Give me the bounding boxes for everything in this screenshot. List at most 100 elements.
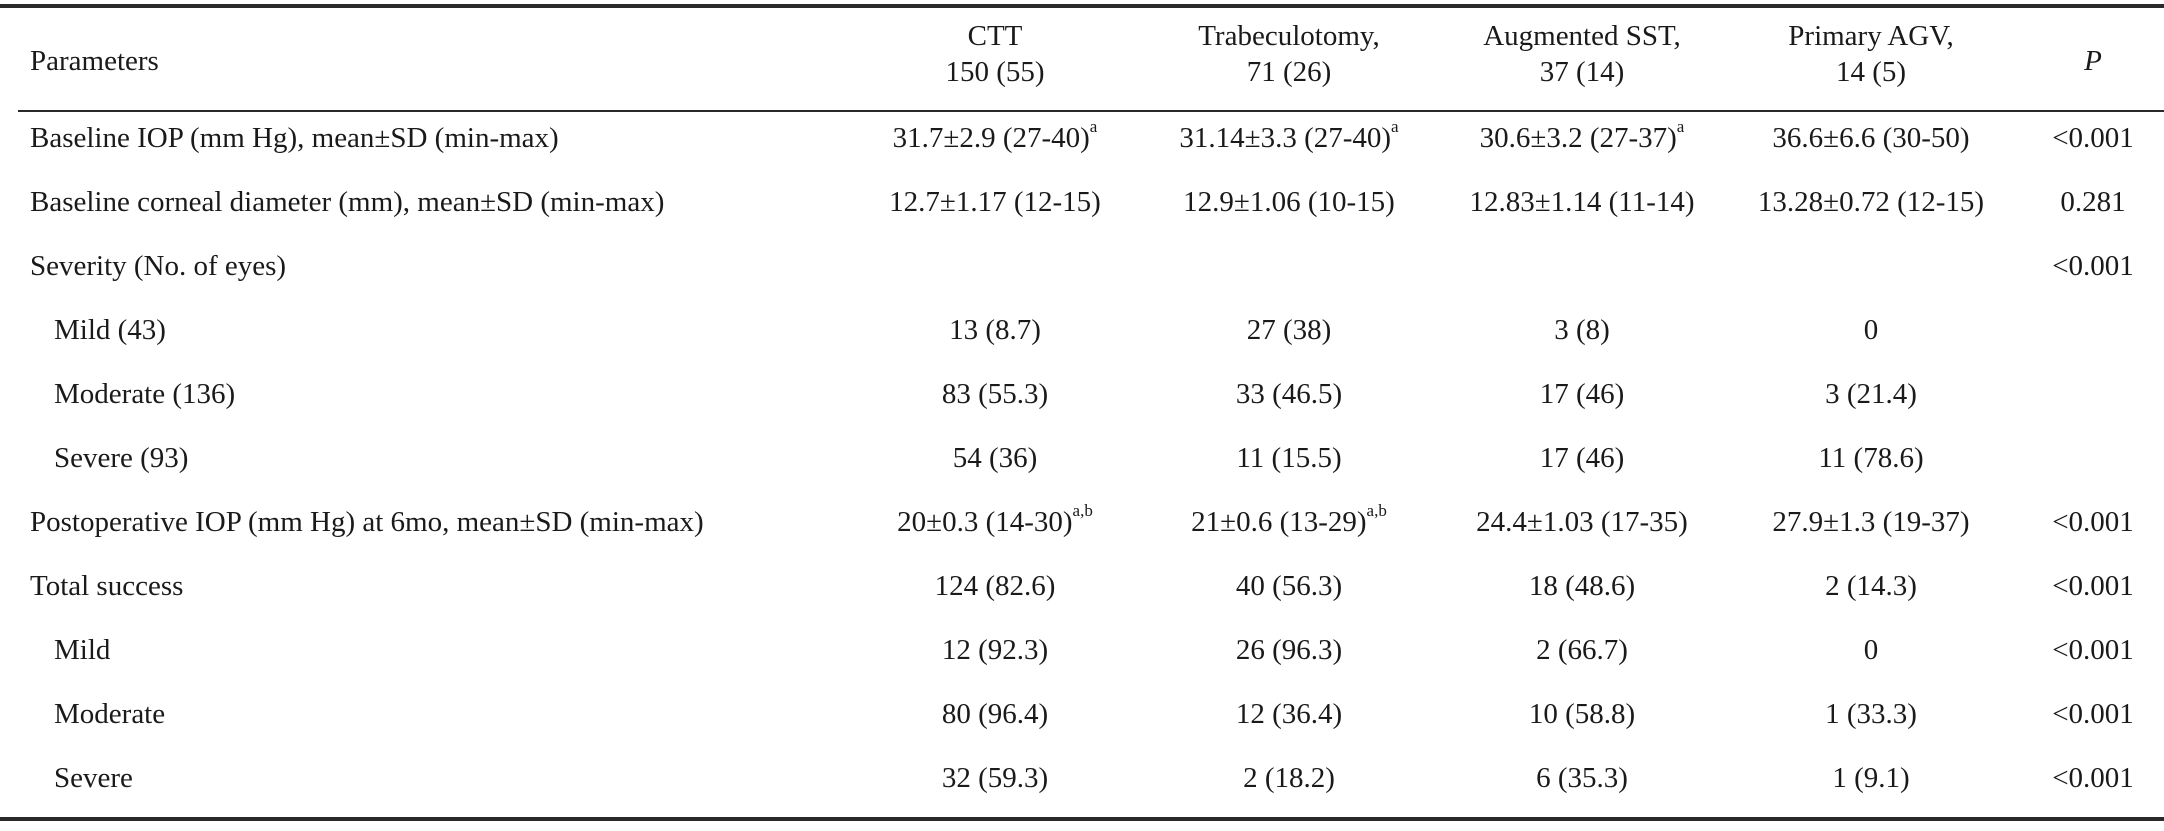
- cell-c3: [1436, 234, 1728, 298]
- footnote-marker: a,b: [1366, 501, 1387, 521]
- p-value: [2022, 362, 2164, 426]
- header-p-value: P: [2084, 45, 2102, 77]
- p-value: 0.281: [2060, 186, 2126, 218]
- footnote-marker: a: [1089, 117, 1098, 137]
- row-label: Moderate (136): [54, 378, 236, 410]
- table-row: Total success 124 (82.6) 40 (56.3) 18 (48.6…: [0, 554, 2164, 618]
- row-label: Mild: [54, 634, 111, 666]
- p-value: <0.001: [2052, 634, 2134, 666]
- p-value: <0.001: [2052, 250, 2134, 282]
- cell-c1: 31.7±2.9 (27-40)a: [857, 106, 1133, 170]
- cell-value: 12.9±1.06 (10-15): [1183, 186, 1395, 218]
- p-value: <0.001: [2052, 762, 2134, 794]
- cell-c3: 24.4±1.03 (17-35): [1436, 490, 1728, 554]
- cell-value: 32 (59.3): [941, 762, 1049, 794]
- cell-value: 31.14±3.3 (27-40): [1179, 122, 1392, 154]
- header-primary-agv: Primary AGV, 14 (5): [1730, 18, 2012, 124]
- cell-value: 13 (8.7): [949, 314, 1041, 346]
- cell-c2: 11 (15.5): [1142, 426, 1436, 490]
- cell-c1: 20±0.3 (14-30)a,b: [857, 490, 1133, 554]
- cell-c4: 27.9±1.3 (19-37): [1730, 490, 2012, 554]
- header-augmented-sst-title: Augmented SST,: [1483, 20, 1681, 52]
- cell-c4: [1730, 234, 2012, 298]
- cell-c3: 6 (35.3): [1436, 746, 1728, 810]
- cell-c3: 10 (58.8): [1436, 682, 1728, 746]
- cell-c1: 32 (59.3): [857, 746, 1133, 810]
- cell-value: 3 (8): [1554, 314, 1610, 346]
- cell-c1: 12.7±1.17 (12-15): [857, 170, 1133, 234]
- header-primary-agv-count: 14 (5): [1835, 56, 1907, 88]
- cell-value: 17 (46): [1539, 442, 1625, 474]
- cell-value: 24.4±1.03 (17-35): [1476, 506, 1688, 538]
- cell-value: 17 (46): [1539, 378, 1625, 410]
- cell-value: 31.7±2.9 (27-40): [892, 122, 1090, 154]
- table-row: Severe 32 (59.3) 2 (18.2) 6 (35.3) 1 (9.1) <0…: [0, 746, 2164, 810]
- cell-value: 12.83±1.14 (11-14): [1469, 186, 1695, 218]
- cell-c3: 17 (46): [1436, 426, 1728, 490]
- cell-c4: 2 (14.3): [1730, 554, 2012, 618]
- row-label: Total success: [30, 570, 184, 602]
- header-augmented-sst: Augmented SST, 37 (14): [1436, 18, 1728, 124]
- p-value: [2022, 298, 2164, 362]
- p-value: <0.001: [2052, 122, 2134, 154]
- table-row: Postoperative IOP (mm Hg) at 6mo, mean±S…: [0, 490, 2164, 554]
- cell-value: 12 (36.4): [1235, 698, 1343, 730]
- cell-c2: 21±0.6 (13-29)a,b: [1142, 490, 1436, 554]
- footnote-marker: a: [1676, 117, 1685, 137]
- table-row: Moderate (136) 83 (55.3) 33 (46.5) 17 (46) 3…: [0, 362, 2164, 426]
- cell-c2: 26 (96.3): [1142, 618, 1436, 682]
- table-row: Mild (43) 13 (8.7) 27 (38) 3 (8) 0: [0, 298, 2164, 362]
- cell-value: 13.28±0.72 (12-15): [1757, 186, 1985, 218]
- header-ctt: CTT 150 (55): [857, 18, 1133, 124]
- table-row: Severe (93) 54 (36) 11 (15.5) 17 (46) 11 (78…: [0, 426, 2164, 490]
- row-label: Moderate: [54, 698, 166, 730]
- cell-value: 40 (56.3): [1235, 570, 1343, 602]
- header-augmented-sst-count: 37 (14): [1539, 56, 1625, 88]
- cell-value: 2 (18.2): [1243, 762, 1335, 794]
- cell-value: 0: [1863, 634, 1879, 666]
- row-label: Severe (93): [54, 442, 189, 474]
- cell-c3: 30.6±3.2 (27-37)a: [1436, 106, 1728, 170]
- cell-c1: 83 (55.3): [857, 362, 1133, 426]
- cell-c2: 12 (36.4): [1142, 682, 1436, 746]
- cell-value: 54 (36): [952, 442, 1038, 474]
- cell-value: 2 (66.7): [1536, 634, 1628, 666]
- row-label: Baseline corneal diameter (mm), mean±SD …: [30, 186, 665, 218]
- cell-c3: 18 (48.6): [1436, 554, 1728, 618]
- cell-c1: [857, 234, 1133, 298]
- cell-c1: 12 (92.3): [857, 618, 1133, 682]
- cell-c2: 33 (46.5): [1142, 362, 1436, 426]
- cell-value: 12 (92.3): [941, 634, 1049, 666]
- cell-value: 27 (38): [1246, 314, 1332, 346]
- p-value: <0.001: [2052, 506, 2134, 538]
- cell-value: 80 (96.4): [941, 698, 1049, 730]
- table-row: Mild 12 (92.3) 26 (96.3) 2 (66.7) 0 <0.001: [0, 618, 2164, 682]
- header-row: Parameters CTT 150 (55) Trabeculotomy, 7…: [0, 0, 2164, 88]
- cell-value: 18 (48.6): [1528, 570, 1636, 602]
- cell-value: 10 (58.8): [1528, 698, 1636, 730]
- footnote-marker: a: [1391, 117, 1399, 137]
- cell-value: 83 (55.3): [941, 378, 1049, 410]
- cell-c2: 27 (38): [1142, 298, 1436, 362]
- cell-c4: 1 (33.3): [1730, 682, 2012, 746]
- p-value: [2022, 426, 2164, 490]
- cell-c4: 3 (21.4): [1730, 362, 2012, 426]
- row-label: Baseline IOP (mm Hg), mean±SD (min-max): [30, 122, 559, 154]
- table-row: Moderate 80 (96.4) 12 (36.4) 10 (58.8) 1 (33…: [0, 682, 2164, 746]
- cell-value: 27.9±1.3 (19-37): [1772, 506, 1970, 538]
- header-primary-agv-title: Primary AGV,: [1788, 20, 1954, 52]
- cell-c1: 80 (96.4): [857, 682, 1133, 746]
- table-row: Severity (No. of eyes) <0.001: [0, 234, 2164, 298]
- cell-value: 3 (21.4): [1825, 378, 1917, 410]
- cell-c3: 17 (46): [1436, 362, 1728, 426]
- cell-value: 2 (14.3): [1825, 570, 1917, 602]
- cell-c4: 11 (78.6): [1730, 426, 2012, 490]
- cell-c2: 31.14±3.3 (27-40)a: [1142, 106, 1436, 170]
- table-row: Baseline IOP (mm Hg), mean±SD (min-max) 3…: [0, 106, 2164, 170]
- cell-value: 124 (82.6): [934, 570, 1056, 602]
- cell-value: 12.7±1.17 (12-15): [889, 186, 1101, 218]
- cell-value: 1 (33.3): [1825, 698, 1917, 730]
- cell-value: 26 (96.3): [1235, 634, 1343, 666]
- cell-value: 21±0.6 (13-29): [1191, 506, 1367, 538]
- cell-c2: 2 (18.2): [1142, 746, 1436, 810]
